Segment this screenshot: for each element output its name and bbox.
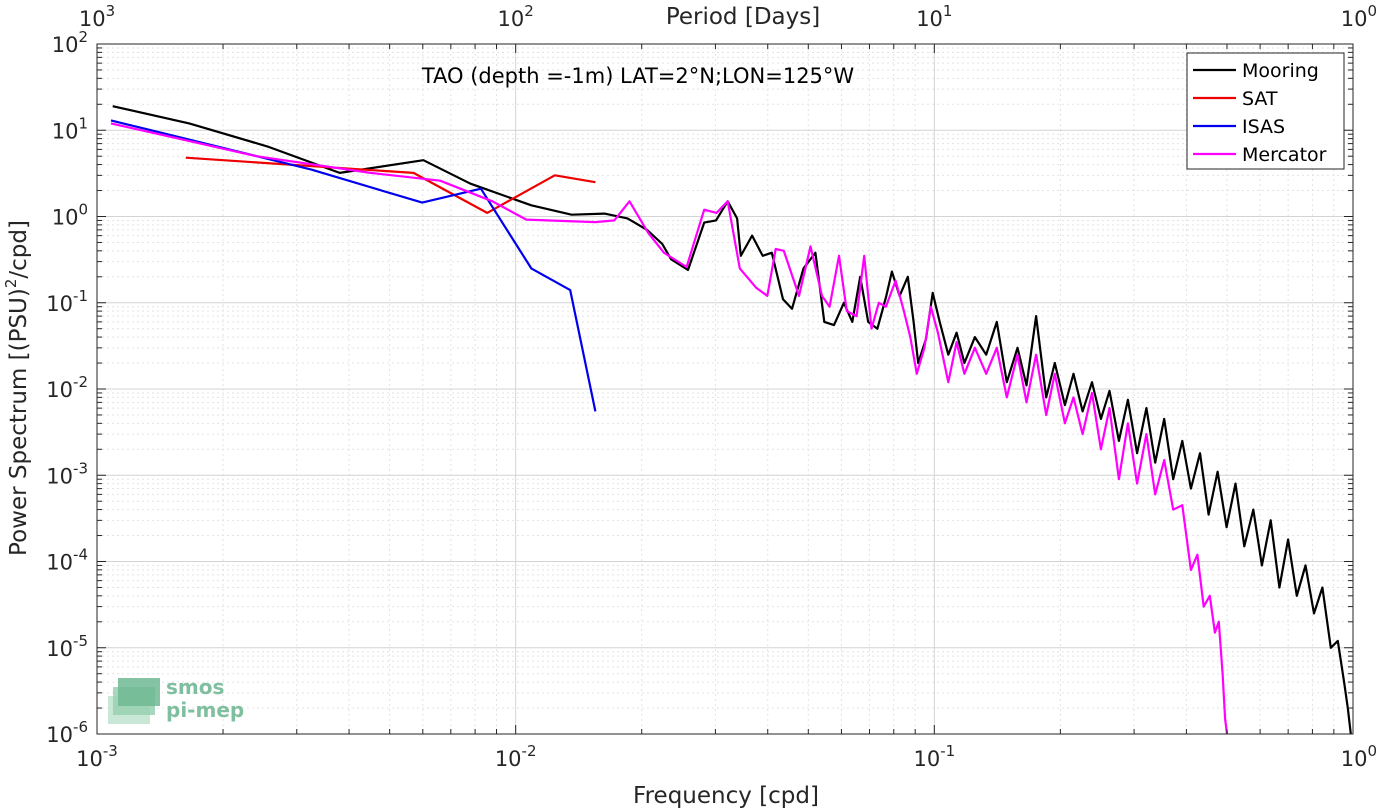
x-tick-label: 100 — [1341, 742, 1377, 771]
y-tick-label: 10-3 — [46, 459, 88, 488]
y-tick-label: 102 — [52, 28, 88, 57]
series-line-mooring — [112, 105, 1352, 735]
y-tick-label: 100 — [52, 201, 88, 230]
top-x-tick-label: 103 — [79, 2, 115, 31]
legend-box — [1186, 52, 1345, 170]
x-tick-label: 10-3 — [76, 742, 118, 771]
smos-pi-mep-logo: smos pi-mep — [108, 675, 244, 724]
legend: Mooring SAT ISAS Mercator — [1186, 52, 1345, 170]
logo-text-smos: smos — [166, 675, 224, 699]
top-x-tick-label: 100 — [1341, 2, 1377, 31]
logo-text-pi-mep: pi-mep — [166, 698, 244, 722]
major-grid — [96, 43, 1354, 735]
series-line-isas — [110, 119, 597, 412]
x-tick-labels: 10-3 10-2 10-1 100 — [76, 742, 1377, 771]
y-tick-label: 10-2 — [46, 373, 88, 402]
top-x-tick-label: 102 — [498, 2, 534, 31]
x-tick-label: 10-1 — [913, 742, 955, 771]
y-tick-labels: 10-6 10-5 10-4 10-3 10-2 10-1 100 101 102 — [46, 28, 88, 747]
y-tick-label: 10-1 — [46, 287, 88, 316]
tick-marks — [96, 43, 1354, 735]
logo-layer-3 — [118, 678, 160, 706]
top-x-axis-label: Period [Days] — [666, 4, 820, 30]
y-tick-label: 10-6 — [46, 718, 88, 747]
legend-label-mercator: Mercator — [1242, 144, 1327, 166]
x-axis-label: Frequency [cpd] — [633, 783, 819, 809]
y-axis-label: Power Spectrum [(PSU)2/cpd] — [2, 220, 32, 556]
legend-label-isas: ISAS — [1242, 116, 1285, 138]
chart-title: TAO (depth =-1m) LAT=2°N;LON=125°W — [421, 64, 855, 88]
legend-label-mooring: Mooring — [1242, 60, 1319, 82]
legend-label-sat: SAT — [1242, 88, 1278, 110]
top-x-tick-label: 101 — [916, 2, 952, 31]
y-tick-label: 10-5 — [46, 632, 88, 661]
y-tick-label: 101 — [52, 114, 88, 143]
top-x-tick-labels: 103 102 101 100 — [79, 2, 1377, 31]
series-line-mercator — [110, 122, 1229, 735]
series-layer — [110, 105, 1352, 735]
x-tick-label: 10-2 — [495, 742, 537, 771]
y-tick-label: 10-4 — [46, 546, 88, 575]
